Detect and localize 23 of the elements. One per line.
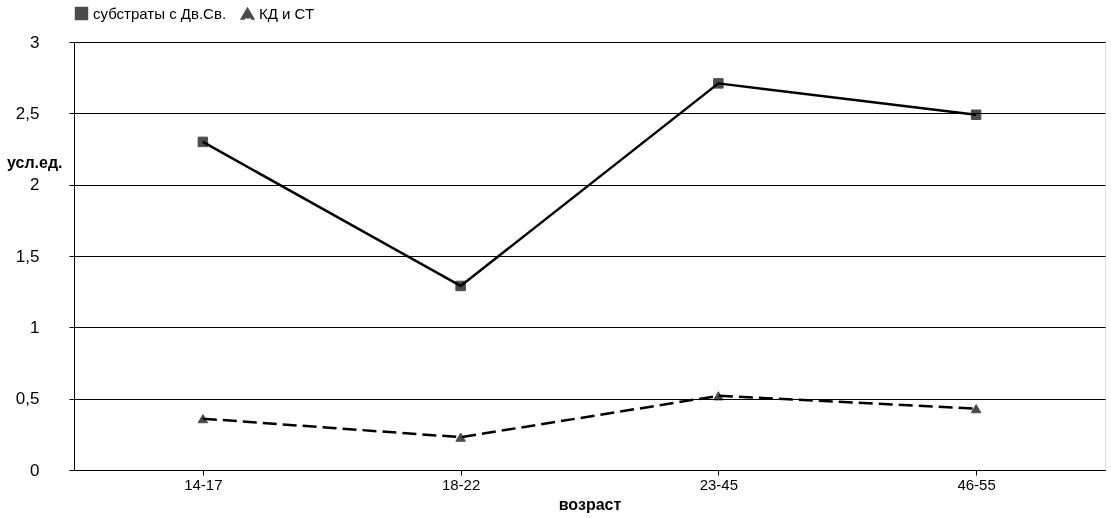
- x-tick-label: 18-22: [441, 475, 481, 493]
- y-tick-label: 1,5: [15, 246, 40, 266]
- y-tick-label: 0: [30, 460, 40, 480]
- point: [970, 109, 982, 120]
- point: [455, 432, 466, 442]
- y-tick-label: 0,5: [15, 389, 40, 409]
- y-tick-label: 2: [30, 175, 40, 195]
- y-tick-label: 2,5: [15, 103, 40, 123]
- point: [970, 404, 982, 414]
- x-tick-label: 46-55: [957, 475, 996, 493]
- x-tick-label: 14-17: [184, 475, 223, 493]
- point: [455, 280, 466, 292]
- point: [713, 391, 724, 401]
- legend-label: субстраты с Дв.Св.: [93, 4, 227, 22]
- y-tick-label: 3: [30, 32, 40, 52]
- point: [713, 78, 724, 89]
- x-tick-label: 23-45: [699, 475, 739, 493]
- x-axis-title: возраст: [558, 495, 622, 513]
- legend-label: КД и СТ: [259, 4, 315, 22]
- point: [197, 136, 209, 148]
- point: [197, 414, 209, 424]
- y-axis-title: усл.ед.: [6, 153, 63, 171]
- y-tick-label: 1: [30, 317, 40, 337]
